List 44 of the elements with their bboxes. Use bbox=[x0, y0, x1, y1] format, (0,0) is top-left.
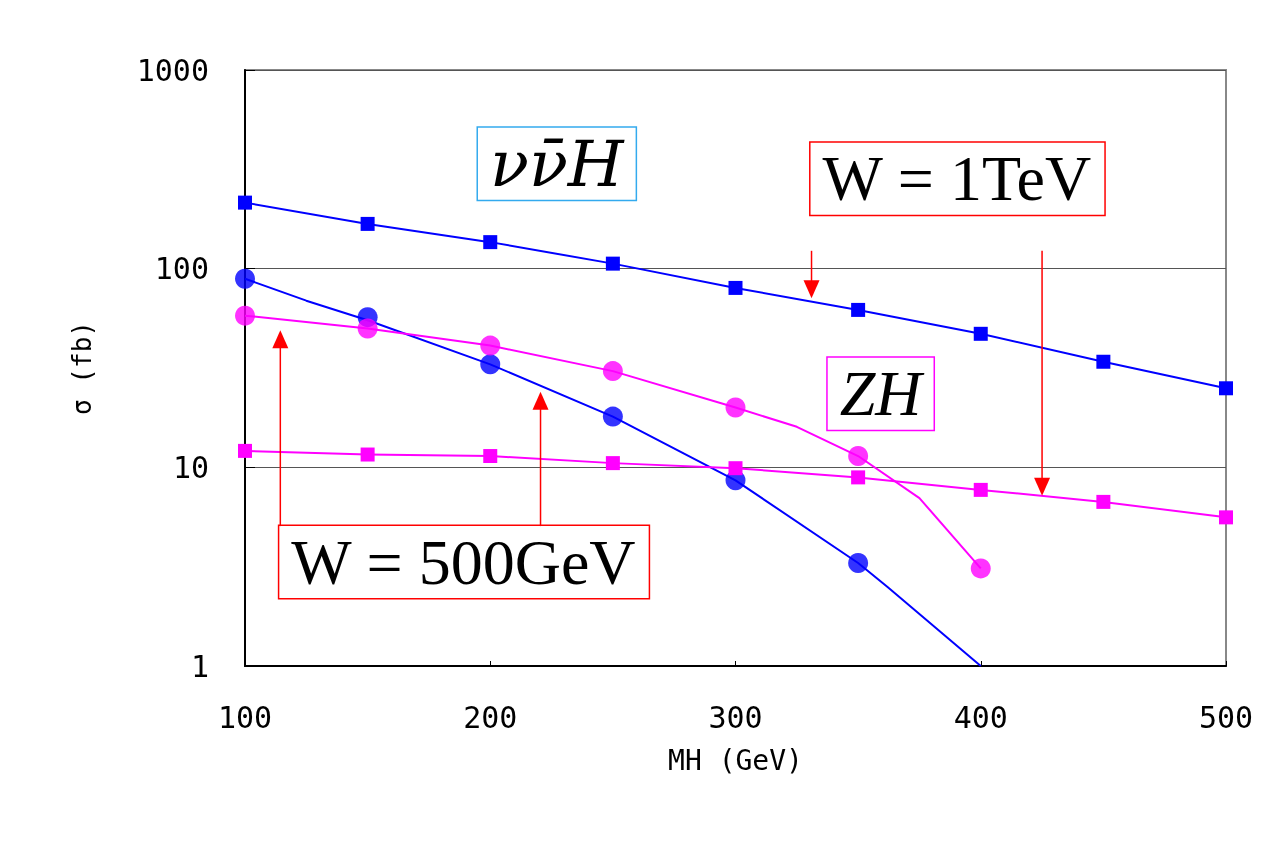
point bbox=[483, 235, 498, 250]
point bbox=[605, 456, 620, 471]
y-tick-label: 100 bbox=[154, 251, 209, 287]
point bbox=[483, 449, 498, 464]
point bbox=[480, 335, 501, 356]
y-axis-title: σ (fb) bbox=[67, 321, 97, 415]
point bbox=[973, 482, 988, 497]
point bbox=[1219, 381, 1233, 396]
x-tick-label: 100 bbox=[217, 699, 273, 735]
point bbox=[851, 302, 866, 317]
x-tick-label: 300 bbox=[708, 699, 763, 735]
point bbox=[360, 447, 375, 462]
annotation: ZH bbox=[839, 358, 926, 430]
y-tick-label: 1 bbox=[190, 648, 209, 684]
x-axis-title: MH (GeV) bbox=[668, 743, 803, 777]
point bbox=[848, 552, 869, 573]
point bbox=[728, 461, 743, 476]
point bbox=[728, 280, 743, 295]
point bbox=[1219, 510, 1233, 525]
annotation: W = 1TeV bbox=[822, 143, 1092, 215]
point bbox=[1096, 354, 1111, 369]
annotation: W = 500GeV bbox=[291, 526, 636, 598]
point bbox=[602, 361, 623, 382]
point bbox=[848, 446, 869, 467]
x-tick-label: 200 bbox=[463, 699, 518, 735]
x-tick-label: 500 bbox=[1198, 699, 1254, 735]
y-tick-label: 1000 bbox=[136, 52, 209, 88]
point bbox=[605, 256, 620, 271]
point bbox=[357, 318, 378, 339]
x-tick-label: 400 bbox=[953, 699, 1008, 735]
point bbox=[360, 216, 375, 231]
point bbox=[238, 443, 252, 458]
point bbox=[851, 470, 866, 485]
point bbox=[1096, 494, 1111, 509]
point bbox=[235, 305, 255, 326]
point bbox=[235, 268, 255, 289]
point bbox=[970, 558, 991, 579]
y-tick-label: 10 bbox=[172, 449, 209, 485]
point bbox=[238, 195, 252, 210]
point bbox=[602, 406, 623, 427]
point bbox=[973, 326, 988, 341]
point bbox=[480, 354, 501, 375]
point bbox=[725, 397, 746, 418]
annotation: νν̄H bbox=[489, 126, 625, 201]
